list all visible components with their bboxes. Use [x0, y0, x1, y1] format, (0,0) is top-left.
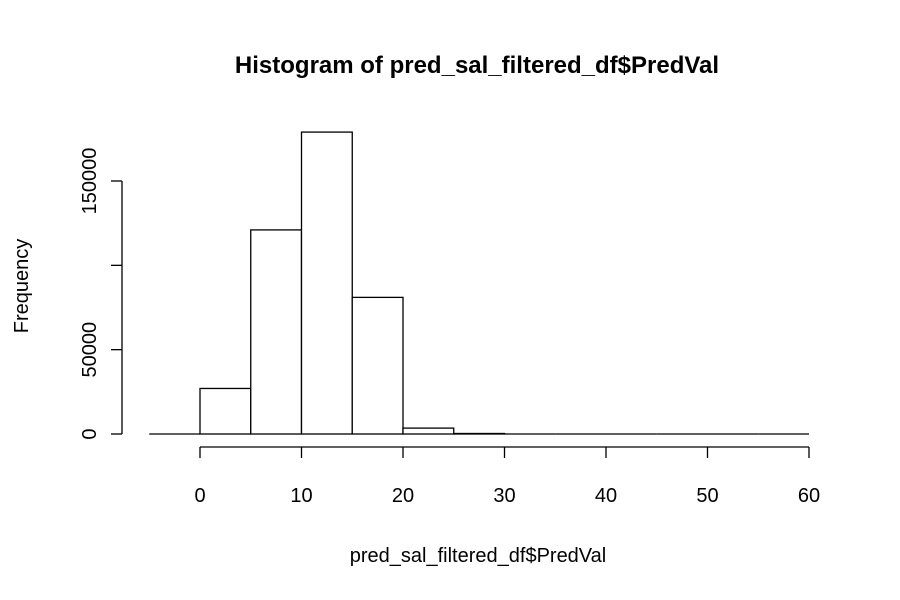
x-axis: 0 10 20 30 40 50 60 — [194, 446, 820, 507]
chart-title: Histogram of pred_sal_filtered_df$PredVa… — [235, 52, 719, 79]
histogram-bar-5 — [402, 427, 455, 435]
y-axis-label: Frequency — [11, 239, 33, 334]
histogram-bar-6 — [453, 432, 506, 435]
histogram-bar-2 — [250, 229, 303, 435]
x-tick-label-10: 10 — [290, 485, 312, 507]
histogram-bar-3 — [300, 131, 353, 435]
x-tick-label-0: 0 — [194, 485, 205, 507]
x-axis-label: pred_sal_filtered_df$PredVal — [350, 545, 606, 567]
y-axis: 0 50000 150000 — [79, 148, 123, 440]
x-tick-label-20: 20 — [392, 485, 414, 507]
y-tick-label-150000: 150000 — [79, 148, 101, 215]
x-tick-label-30: 30 — [493, 485, 515, 507]
y-tick-label-50000: 50000 — [79, 322, 101, 378]
bars-group — [149, 131, 809, 435]
histogram-bar-1 — [199, 387, 252, 435]
x-tick-label-60: 60 — [798, 485, 820, 507]
x-tick-label-40: 40 — [595, 485, 617, 507]
histogram-bar-4 — [351, 296, 404, 435]
y-tick-label-0: 0 — [79, 428, 101, 439]
x-tick-label-50: 50 — [696, 485, 718, 507]
